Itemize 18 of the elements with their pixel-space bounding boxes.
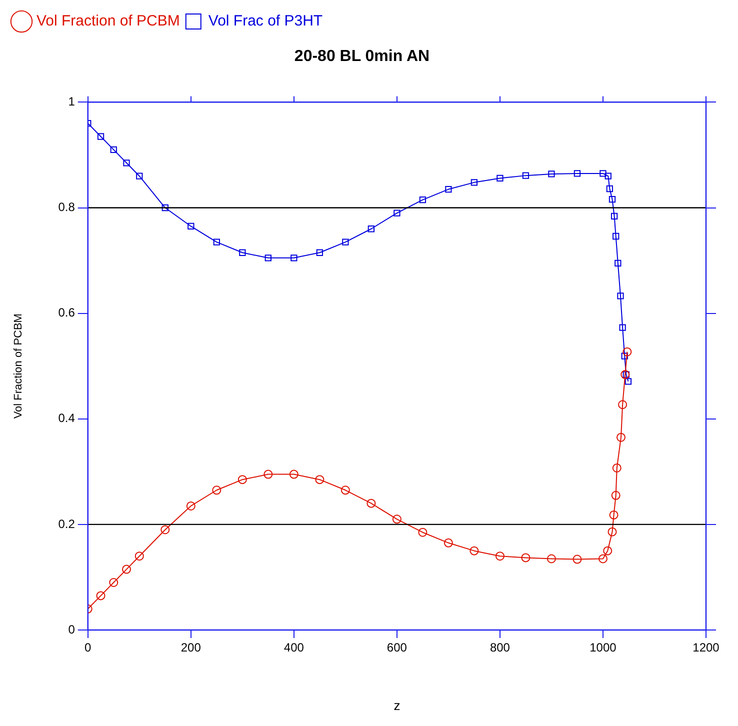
chart-title: 20-80 BL 0min AN [294, 48, 430, 66]
x-axis-title: z [394, 698, 400, 713]
legend-label: Vol Frac of P3HT [208, 12, 323, 30]
x-tick-label: 600 [386, 640, 408, 655]
x-tick-label: 800 [490, 640, 510, 655]
x-tick-label: 1200 [692, 640, 720, 655]
y-tick-label: 1 [68, 94, 76, 109]
y-tick-label: 0.6 [58, 306, 76, 320]
y-tick-label: 0.8 [58, 200, 76, 214]
y-tick-label: 0.2 [58, 516, 76, 531]
y-axis-title: Vol Fraction of PCBM [12, 314, 25, 419]
x-tick-label: 200 [180, 640, 202, 655]
y-tick-label: 0 [68, 622, 76, 636]
y-tick-label: 0.4 [58, 411, 76, 426]
x-tick-label: 1000 [590, 640, 617, 655]
legend-label: Vol Fraction of PCBM [36, 12, 180, 30]
x-tick-label: 0 [84, 640, 92, 655]
x-tick-label: 400 [284, 640, 304, 655]
